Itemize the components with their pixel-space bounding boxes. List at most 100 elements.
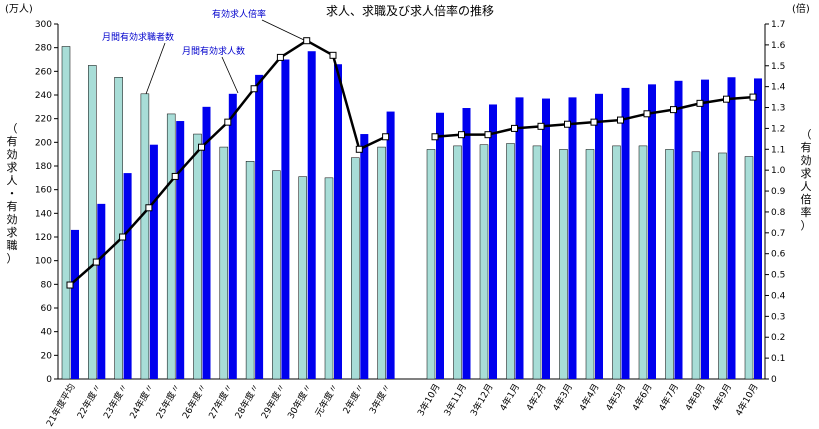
left-tick-label: 180 [35, 162, 52, 172]
ratio-point [92, 258, 100, 266]
bar-job-openings [542, 98, 550, 380]
category-label: 28年度〃 [232, 382, 262, 421]
category-label: 3年10月 [415, 382, 443, 418]
left-unit-label: (万人) [5, 3, 33, 15]
right-tick-label: 1.0 [771, 166, 786, 176]
right-tick-label: 1.7 [771, 20, 785, 30]
bar-job-seekers [638, 145, 648, 380]
ratio-series-label: 有効求人倍率 [212, 8, 266, 20]
right-tick-label: 0.8 [771, 208, 786, 218]
right-unit-label: (倍) [792, 2, 810, 15]
bar-job-openings [281, 59, 290, 379]
right-tick-label: 1.5 [771, 62, 785, 72]
bar-job-openings [255, 74, 264, 379]
bar-job-openings [149, 144, 158, 379]
ratio-point [303, 37, 311, 45]
bar-job-openings [71, 229, 79, 379]
bar-job-seekers [559, 149, 568, 380]
ratio-point [564, 120, 571, 128]
job-openings-leader-line [221, 56, 239, 94]
bar-job-openings [568, 97, 577, 379]
ratio-point [484, 131, 492, 139]
right-tick-label: 0.6 [771, 250, 786, 260]
bar-job-openings [595, 93, 603, 380]
category-label: 30年度〃 [285, 382, 315, 421]
left-tick-label: 40 [41, 328, 53, 338]
left-tick-label: 220 [35, 115, 52, 125]
job-seekers-leader-line [145, 42, 166, 95]
right-tick-label: 0.2 [771, 333, 785, 343]
ratio-point [382, 133, 390, 141]
category-label: 25年度〃 [153, 382, 183, 421]
left-tick-label: 160 [35, 186, 52, 196]
category-label: 4年3月 [550, 382, 575, 414]
right-axis-label: （有効求人倍率） [801, 128, 812, 232]
bar-job-openings [648, 84, 656, 379]
ratio-point [537, 122, 545, 130]
chart-title: 求人、求職及び求人倍率の推移 [326, 3, 494, 18]
job-openings-series-label: 月間有効求人数 [182, 45, 245, 57]
left-tick-label: 240 [35, 91, 52, 101]
bar-job-seekers [219, 146, 229, 380]
category-label: 元年度〃 [312, 382, 340, 419]
ratio-point [511, 124, 518, 132]
ratio-point [643, 110, 651, 118]
bar-job-seekers [532, 145, 542, 380]
bar-job-seekers [61, 46, 71, 380]
bar-job-openings [334, 64, 342, 379]
ratio-leader-line [261, 19, 305, 41]
category-label: 4年9月 [709, 382, 734, 414]
bar-job-seekers [665, 149, 674, 380]
bar-job-openings [202, 106, 211, 379]
category-label: 23年度〃 [101, 382, 131, 421]
left-tick-label: 120 [35, 233, 52, 243]
bar-job-seekers [193, 133, 202, 380]
bar-job-seekers [351, 157, 360, 380]
bar-job-openings [123, 173, 132, 379]
category-label: 4年10月 [733, 382, 761, 418]
bar-job-seekers [114, 77, 123, 380]
right-tick-label: 0.3 [771, 312, 785, 322]
category-label: 29年度〃 [258, 382, 288, 421]
category-label: 3年12月 [468, 382, 496, 418]
left-tick-label: 80 [41, 280, 53, 290]
bar-job-seekers [88, 65, 97, 380]
left-tick-label: 60 [41, 304, 53, 314]
category-label: 3年11月 [441, 382, 469, 418]
bar-job-openings [462, 108, 471, 380]
bar-job-seekers [479, 144, 489, 380]
category-label: 4年6月 [629, 382, 654, 414]
bar-job-openings [176, 121, 185, 380]
right-tick-label: 1.4 [771, 83, 786, 93]
ratio-point [355, 145, 363, 153]
bar-job-openings [489, 104, 497, 379]
left-tick-label: 100 [35, 257, 52, 267]
right-tick-label: 0.4 [771, 291, 786, 301]
category-label: 4年5月 [603, 382, 628, 414]
right-tick-label: 1.2 [771, 124, 785, 134]
bar-job-seekers [298, 176, 307, 380]
right-tick-label: 0.5 [771, 271, 785, 281]
bar-job-seekers [506, 143, 515, 380]
bar-job-openings [727, 77, 736, 379]
ratio-point [119, 233, 127, 241]
category-label: 4年4月 [576, 382, 601, 414]
left-tick-label: 20 [41, 351, 53, 361]
category-label: 2年度〃 [340, 382, 367, 416]
left-tick-label: 200 [35, 138, 52, 148]
right-tick-label: 0 [771, 375, 777, 385]
ratio-point [696, 99, 704, 107]
category-label: 4年2月 [523, 382, 548, 414]
bar-job-openings [97, 203, 106, 379]
job-seekers-series-label: 月間有効求職者数 [102, 31, 174, 43]
right-tick-label: 1.3 [771, 104, 785, 114]
right-tick-label: 0.1 [771, 354, 785, 364]
category-label: 4年8月 [682, 382, 707, 414]
ratio-point [198, 143, 205, 151]
bar-job-openings [674, 80, 683, 380]
bar-job-seekers [166, 113, 176, 380]
category-label: 22年度〃 [74, 382, 104, 421]
ratio-point [431, 133, 439, 141]
plot-area [57, 24, 766, 380]
bar-job-openings [360, 134, 369, 379]
